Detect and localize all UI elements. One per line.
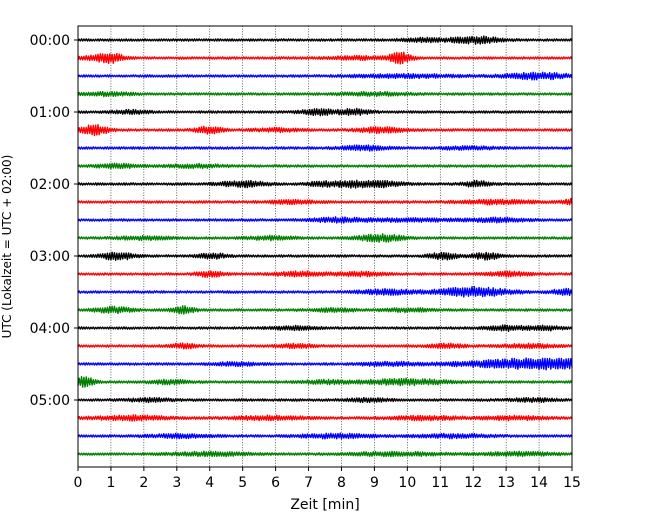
trace-line (77, 123, 573, 137)
y-tick-label: 01:00 (30, 105, 70, 121)
x-tick-label: 13 (497, 475, 515, 491)
trace-line (77, 414, 573, 422)
trace-line (77, 396, 573, 404)
trace-line (77, 35, 573, 45)
plot-frame (77, 25, 573, 468)
y-tick-label: 02:00 (30, 177, 70, 193)
trace-line (77, 51, 573, 65)
x-tick-label: 1 (106, 475, 115, 491)
x-tick-label: 15 (563, 475, 581, 491)
y-tick-label: 05:00 (30, 393, 70, 409)
trace-line (77, 342, 573, 350)
x-tick-label: 9 (370, 475, 379, 491)
x-tick-label: 2 (139, 475, 148, 491)
trace-line (77, 71, 573, 81)
x-tick-label: 12 (464, 475, 482, 491)
trace-line (77, 144, 573, 152)
trace-line (77, 233, 573, 243)
y-axis-ticks: 00:00 01:00 02:00 03:00 04:00 05:00 (30, 33, 78, 409)
x-axis-label: Zeit [min] (290, 497, 359, 513)
trace-line (77, 324, 573, 332)
seismic-traces (77, 35, 573, 458)
x-tick-label: 8 (337, 475, 346, 491)
y-tick-label: 03:00 (30, 249, 70, 265)
x-tick-label: 14 (530, 475, 548, 491)
y-axis-label: UTC (Lokalzeit = UTC + 02:00) (0, 155, 14, 339)
grid-lines (110, 26, 540, 467)
x-tick-label: 3 (172, 475, 181, 491)
trace-line (77, 450, 573, 458)
trace-line (77, 357, 573, 371)
trace-line (77, 376, 573, 388)
trace-line (77, 305, 573, 315)
trace-line (77, 162, 573, 170)
trace-line (77, 285, 573, 298)
trace-line (77, 216, 573, 224)
x-tick-label: 0 (74, 475, 83, 491)
trace-line (77, 251, 573, 261)
x-axis-ticks: 0 1 2 3 4 5 6 7 8 9 10 11 12 13 14 15 (74, 467, 581, 491)
x-tick-label: 10 (398, 475, 416, 491)
trace-line (77, 197, 573, 206)
trace-line (77, 90, 573, 98)
trace-line (77, 432, 573, 440)
trace-line (77, 107, 573, 117)
x-tick-label: 7 (304, 475, 313, 491)
y-tick-label: 04:00 (30, 321, 70, 337)
x-tick-label: 6 (271, 475, 280, 491)
x-tick-label: 11 (431, 475, 449, 491)
y-tick-label: 00:00 (30, 33, 70, 49)
x-tick-label: 5 (238, 475, 247, 491)
trace-line (77, 179, 573, 189)
trace-line (77, 270, 573, 278)
x-tick-label: 4 (205, 475, 214, 491)
